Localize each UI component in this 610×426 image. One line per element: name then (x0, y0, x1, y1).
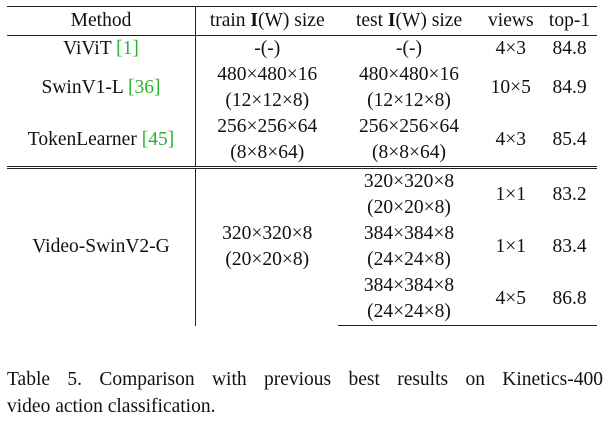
table-row: 384×384×8 (24×24×8) 1×1 83.4 (7, 221, 597, 273)
top1-cell: 83.4 (552, 236, 587, 257)
test-size-line: (24×24×8) (367, 249, 451, 270)
test-size-line: 256×256×64 (359, 116, 460, 137)
method-cell: SwinV1-L [36] (7, 62, 196, 114)
method-name: SwinV1-L (41, 77, 128, 98)
header-test-prefix: test (355, 10, 388, 31)
test-size-cell: 320×320×8 (20×20×8) (338, 166, 480, 221)
table-row: Video-SwinV2-G 320×320×8 (20×20×8) 320×32… (7, 166, 597, 326)
top1-cell: 84.8 (552, 38, 587, 59)
header-train-size: train I(W) size (195, 6, 339, 36)
train-size-line: 480×480×16 (217, 64, 318, 85)
method-cell: Video-SwinV2-G (7, 166, 196, 326)
views-cell: 4×5 (479, 273, 542, 326)
citation-link[interactable]: [36] (127, 77, 161, 98)
train-size-cell: 480×480×16 (12×12×8) (195, 62, 338, 114)
test-size-line: 384×384×8 (363, 275, 455, 296)
train-size-cell: 256×256×64 (8×8×64) (195, 114, 339, 168)
method-name: ViViT (63, 38, 117, 59)
test-size-cell: 384×384×8 (24×24×8) (338, 221, 479, 273)
train-size-line: 256×256×64 (217, 116, 318, 137)
test-size-cell: 256×256×64 (8×8×64) (338, 114, 480, 168)
train-size-line: (20×20×8) (225, 249, 310, 271)
test-size-line: (12×12×8) (367, 90, 451, 111)
results-table: Method train I(W) size test I(W) size vi… (7, 6, 597, 326)
table-row: 384×384×8 (24×24×8) 4×5 86.8 (7, 273, 597, 326)
caption-line: video action classification. (7, 396, 216, 417)
table-caption: Table 5. Comparison with previous best r… (7, 366, 603, 420)
header-train-suffix: (W) size (258, 10, 325, 31)
header-train-prefix: train (209, 10, 251, 31)
header-top1: top-1 (542, 6, 597, 36)
header-row: Method train I(W) size test I(W) size vi… (7, 6, 597, 36)
table-row: SwinV1-L [36] 480×480×16 (12×12×8) 480×48… (7, 62, 597, 114)
header-views: views (479, 6, 542, 36)
citation-link[interactable]: [1] (116, 38, 139, 59)
test-size-line: (20×20×8) (367, 197, 451, 218)
header-test-size: test I(W) size (338, 6, 480, 36)
test-size-cell: 480×480×16 (12×12×8) (338, 62, 479, 114)
results-table-container: Method train I(W) size test I(W) size vi… (7, 6, 597, 326)
test-size-cell: -(-) (396, 38, 423, 59)
method-name: TokenLearner (27, 129, 142, 150)
test-size-cell: 384×384×8 (24×24×8) (338, 273, 480, 326)
train-size-line: (12×12×8) (225, 90, 310, 111)
test-size-line: 320×320×8 (363, 171, 455, 192)
train-size-line: 320×320×8 (222, 223, 313, 245)
header-train-symbol: I (250, 10, 259, 31)
views-cell: 4×3 (495, 38, 527, 59)
train-size-cell: 320×320×8 (20×20×8) (195, 166, 339, 326)
table-row: ViViT [1] -(-) -(-) 4×3 84.8 (7, 35, 597, 62)
top1-cell: 84.9 (552, 77, 587, 98)
test-size-line: 384×384×8 (363, 223, 455, 244)
top1-cell: 85.4 (542, 114, 597, 168)
views-cell: 4×3 (479, 114, 542, 168)
top1-cell: 83.2 (542, 166, 597, 221)
train-size-line: (8×8×64) (230, 142, 305, 163)
train-size-cell: -(-) (254, 38, 281, 59)
top1-cell-best: 86.8 (542, 273, 597, 326)
views-cell: 1×1 (495, 236, 527, 257)
views-cell: 10×5 (490, 77, 531, 98)
header-test-symbol: I (387, 10, 396, 31)
header-test-suffix: (W) size (395, 10, 463, 31)
test-size-line: (24×24×8) (367, 301, 451, 322)
header-method: Method (7, 6, 196, 36)
views-cell: 1×1 (479, 166, 542, 221)
test-size-line: (8×8×64) (372, 142, 447, 163)
table-row: TokenLearner [45] 256×256×64 (8×8×64) 256… (7, 114, 597, 168)
test-size-line: 480×480×16 (359, 64, 460, 85)
citation-link[interactable]: [45] (141, 129, 175, 150)
method-cell: TokenLearner [45] (7, 114, 196, 168)
method-cell: ViViT [1] (7, 35, 196, 62)
caption-line: Table 5. Comparison with previous best r… (7, 369, 603, 390)
